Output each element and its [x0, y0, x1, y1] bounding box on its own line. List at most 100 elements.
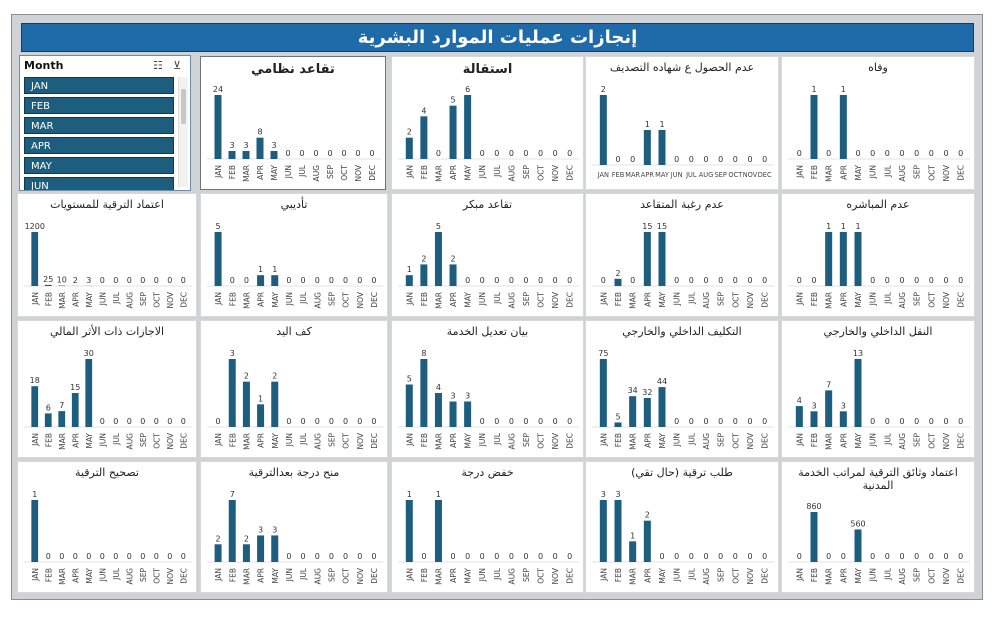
chart-7[interactable]: تأديبي 5 JAN 0 FEB 0 MAR 1 APR 1 MAY 0 JUN 0 JUL 0 AUG 0 S…: [200, 193, 388, 317]
data-label-jul: 0: [494, 417, 499, 426]
data-label-may: 44: [657, 377, 667, 386]
slicer-scroll-thumb[interactable]: [181, 89, 186, 124]
tick-label-jan: JAN: [599, 292, 608, 306]
chart-title: التكليف الداخلي والخارجي: [622, 325, 742, 338]
multi-select-icon[interactable]: ☷: [153, 59, 163, 72]
chart-18[interactable]: تصحيح الترقية 1 JAN 0 FEB 0 MAR 0 APR 0 MAY 0 JUN 0 JU…: [17, 461, 197, 593]
tick-label-jan: JAN: [214, 292, 223, 306]
chart-3[interactable]: تقاعد نظامي 24 JAN 3 FEB 3 MAR 8 APR 3 MAY 0 JUN 0 JUL…: [200, 56, 386, 190]
chart-14[interactable]: اعتماد وثائق الترقية لمراتب الخدمة المدن…: [781, 461, 975, 593]
slicer-item-jun[interactable]: JUN: [24, 177, 174, 190]
data-label-aug: 0: [899, 552, 904, 561]
data-label-feb: 25: [43, 275, 53, 284]
tick-label-nov: NOV: [166, 291, 175, 308]
chart-4[interactable]: عدم المباشره 0 JAN 0 FEB 1 MAR 1 APR 1 MAY 0 JUN 0 JUL…: [781, 193, 975, 317]
data-label-jan: 18: [30, 376, 40, 385]
data-label-mar: 0: [826, 552, 831, 561]
tick-label-jun: JUN: [98, 433, 107, 447]
tick-label-dec: DEC: [957, 165, 966, 181]
tick-label-jan: JAN: [795, 568, 804, 582]
chart-1[interactable]: عدم الحصول ع شهاده التصديف 2 JAN 0 FEB 0 MAR 1 A…: [585, 56, 779, 190]
chart-9[interactable]: النقل الداخلي والخارجي 4 JAN 3 FEB 7 MAR 3 APR 13…: [781, 320, 975, 458]
data-label-feb: 0: [615, 155, 620, 164]
data-label-sep: 0: [329, 552, 334, 561]
tick-label-jan: JAN: [405, 165, 414, 179]
data-label-jul: 0: [689, 417, 694, 426]
bar-jan: [599, 500, 607, 562]
tick-label-oct: OCT: [731, 568, 740, 584]
data-label-jan: 5: [216, 222, 221, 231]
slicer-item-jan[interactable]: JAN: [24, 77, 174, 94]
tick-label-oct: OCT: [927, 433, 936, 449]
clear-filter-icon[interactable]: ⊻: [173, 59, 182, 72]
chart-5[interactable]: عدم رغبة المتقاعد 0 JAN 2 FEB 0 MAR 15 APR 15 MAY 0…: [585, 193, 779, 317]
chart-title: تصحيح الترقية: [75, 466, 139, 479]
data-label-aug: 0: [899, 276, 904, 285]
tick-label-may: MAY: [271, 433, 280, 449]
tick-label-apr: APR: [71, 568, 80, 583]
data-label-nov: 0: [943, 552, 948, 561]
data-label-aug: 0: [315, 276, 320, 285]
chart-13[interactable]: الاجازات ذات الأثر المالي 18 JAN 6 FEB 7 MAR 15…: [17, 320, 197, 458]
chart-17[interactable]: منح درجة بعدالترقية 2 JAN 7 FEB 2 MAR 3 APR 3 MAY 0…: [200, 461, 388, 593]
data-label-feb: 0: [421, 552, 426, 561]
bar-feb: [420, 264, 428, 286]
tick-label-oct: OCT: [927, 568, 936, 584]
tick-label-mar: MAR: [825, 165, 834, 182]
tick-label-jul: JUL: [687, 432, 696, 446]
chart-0[interactable]: وفاه 0 JAN 1 FEB 0 MAR 1 APR 0 MAY 0 JUN 0 JUL 0 AUG 0 SEP…: [781, 56, 975, 190]
data-label-nov: 0: [943, 149, 948, 158]
chart-plot: 18 JAN 6 FEB 7 MAR 15 APR 30 MAY 0 JUN 0 JUL 0 AUG 0 SEP 0…: [24, 349, 192, 450]
chart-6[interactable]: تقاعد مبكر 1 JAN 2 FEB 5 MAR 2 APR 0 MAY 0 JUN 0 JUL 0 A…: [391, 193, 584, 317]
data-label-aug: 0: [899, 149, 904, 158]
chart-plot: 24 JAN 3 FEB 3 MAR 8 APR 3 MAY 0 JUN 0 JUL 0 AUG 0 SEP 0 OC…: [207, 85, 381, 182]
tick-label-feb: FEB: [44, 433, 53, 447]
data-label-sep: 0: [718, 417, 723, 426]
tick-label-jun: JUN: [869, 433, 878, 447]
tick-label-may: MAY: [854, 165, 863, 181]
chart-title: اعتماد الترقية للمستويات: [50, 198, 164, 211]
data-label-jul: 0: [885, 552, 890, 561]
data-label-may: 13: [853, 349, 863, 358]
slicer-scrollbar[interactable]: [178, 77, 188, 187]
tick-label-dec: DEC: [566, 292, 575, 308]
month-slicer[interactable]: Month ☷ ⊻ JAN FEB MAR APR MAY JUN: [19, 55, 191, 191]
tick-label-apr: APR: [257, 433, 266, 448]
chart-16[interactable]: خفض درجة 1 JAN 0 FEB 1 MAR 0 APR 0 MAY 0 JUN 0 JUL 0 AUG…: [391, 461, 584, 593]
tick-label-nov: NOV: [166, 567, 175, 584]
tick-label-jun: JUN: [478, 292, 487, 306]
chart-11[interactable]: بيان تعديل الخدمة 5 JAN 8 FEB 4 MAR 3 APR 3 MAY 0 JU…: [391, 320, 584, 458]
data-label-mar: 2: [244, 372, 249, 381]
tick-label-sep: SEP: [327, 433, 336, 447]
tick-label-jul: JUL: [883, 567, 892, 581]
data-label-may: 2: [272, 372, 277, 381]
chart-15[interactable]: طلب ترقية (حال تقي) 3 JAN 3 FEB 1 MAR 2 APR 0 MAY 0…: [585, 461, 779, 593]
bar-mar: [242, 544, 250, 562]
tick-label-apr: APR: [643, 292, 652, 307]
tick-label-nov: NOV: [551, 291, 560, 308]
tick-label-apr: APR: [449, 433, 458, 448]
tick-label-jan: JAN: [214, 433, 223, 447]
data-label-may: 3: [272, 525, 277, 534]
chart-plot: 0 JAN 3 FEB 2 MAR 1 APR 2 MAY 0 JUN 0 JUL 0 AUG 0 SEP 0 OCT…: [207, 349, 383, 450]
data-label-jun: 0: [285, 149, 290, 158]
tick-label-nov: NOV: [354, 164, 363, 181]
data-label-aug: 0: [127, 276, 132, 285]
chart-title: اعتماد وثائق الترقية لمراتب الخدمة المدن…: [798, 466, 958, 492]
tick-label-nov: NOV: [551, 164, 560, 181]
chart-2[interactable]: استقالة 2 JAN 4 FEB 0 MAR 5 APR 6 MAY 0 JUN 0 JUL 0 AUG 0…: [391, 56, 584, 190]
chart-10[interactable]: التكليف الداخلي والخارجي 75 JAN 5 FEB 34 MAR 32…: [585, 320, 779, 458]
chart-12[interactable]: كف اليد 0 JAN 3 FEB 2 MAR 1 APR 2 MAY 0 JUN 0 JUL 0 AUG 0…: [200, 320, 388, 458]
bar-apr: [257, 275, 265, 286]
data-label-jan: 0: [797, 276, 802, 285]
tick-label-sep: SEP: [913, 433, 922, 447]
data-label-jul: 0: [113, 552, 118, 561]
bar-jan: [795, 406, 803, 427]
slicer-item-may[interactable]: MAY: [24, 157, 174, 174]
chart-8[interactable]: اعتماد الترقية للمستويات 1200 JAN 25 FEB 10 MA…: [17, 193, 197, 317]
slicer-item-apr[interactable]: APR: [24, 137, 174, 154]
slicer-item-feb[interactable]: FEB: [24, 97, 174, 114]
tick-label-aug: AUG: [702, 433, 711, 450]
data-label-nov: 0: [747, 276, 752, 285]
slicer-item-mar[interactable]: MAR: [24, 117, 174, 134]
